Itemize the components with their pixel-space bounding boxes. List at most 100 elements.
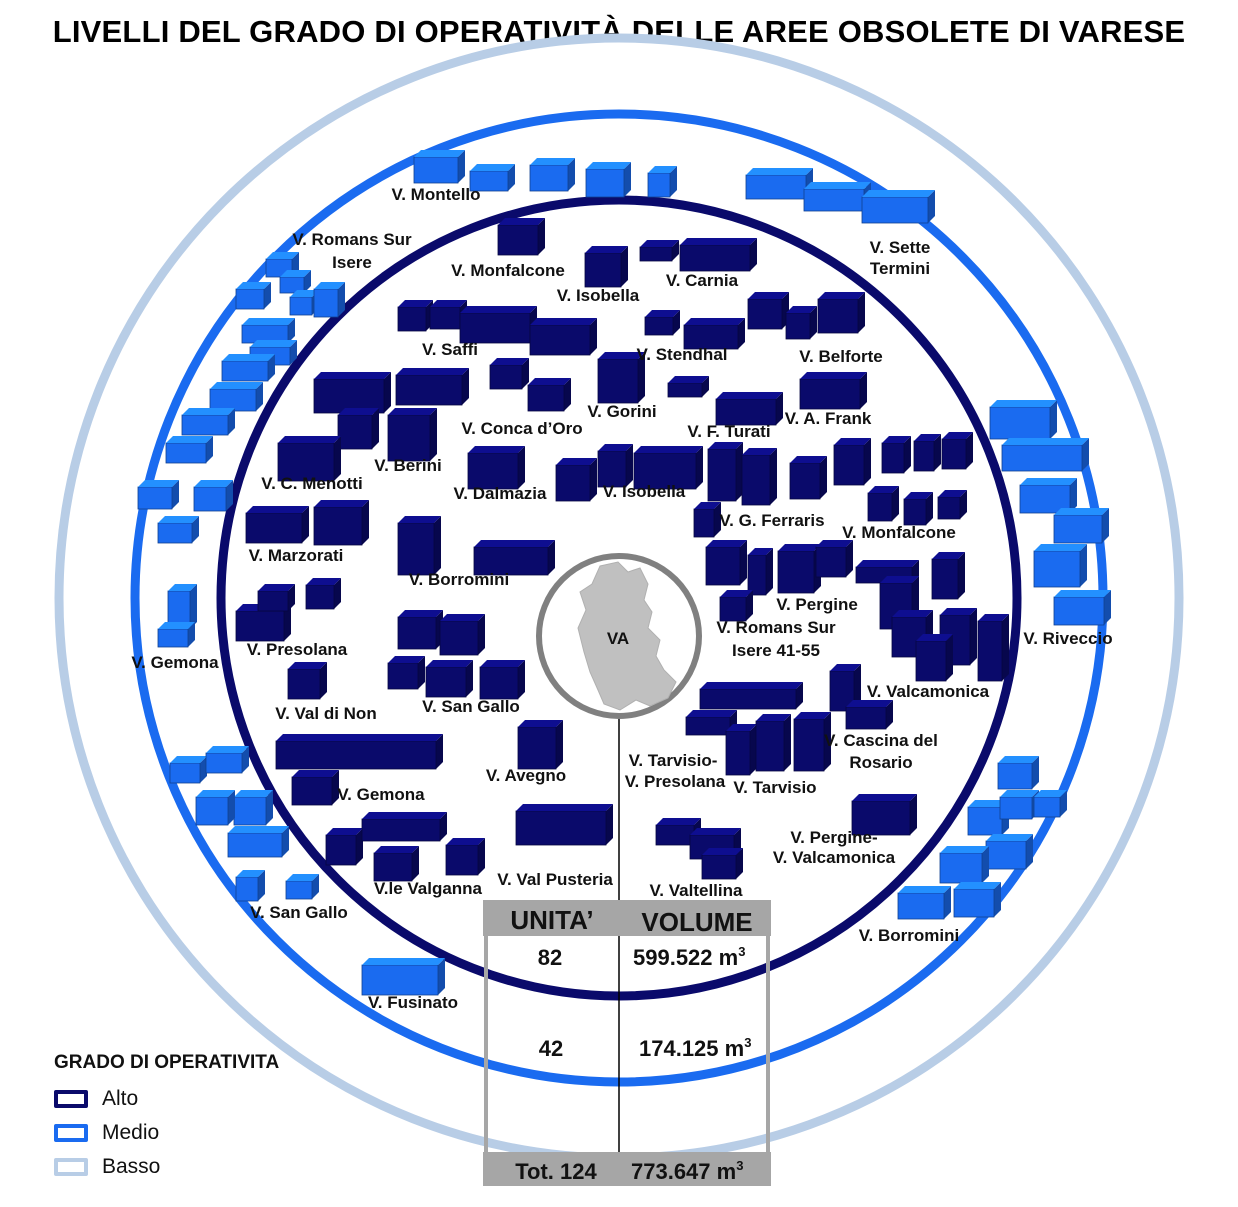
building-block (745, 168, 813, 200)
label-v-avegno: V. Avegno (486, 766, 566, 785)
building-block (683, 318, 745, 350)
legend-label-medio: Medio (102, 1121, 160, 1144)
building-block (793, 712, 831, 772)
building-block (467, 446, 525, 490)
varese-map-shape (577, 561, 677, 711)
center-label: VA (607, 629, 629, 648)
building-block (707, 442, 743, 502)
building-block (941, 432, 973, 470)
building-block (157, 622, 195, 648)
building-block (387, 656, 425, 690)
label-v-montello: V. Montello (391, 185, 480, 204)
building-block (285, 874, 319, 900)
building-block (529, 158, 575, 192)
labels-alto: V. Monfalcone V. Isobella V. Carnia V. S… (247, 261, 990, 900)
building-block (167, 584, 197, 630)
label-isere-41-55: Isere 41-55 (732, 641, 820, 660)
label-v-borromini-inner: V. Borromini (409, 570, 509, 589)
building-block (985, 834, 1033, 870)
building-block (287, 662, 327, 700)
legend-swatch-medio (54, 1124, 88, 1142)
building-block (241, 318, 295, 344)
building-block (931, 552, 965, 600)
label-termini: Termini (870, 259, 930, 278)
building-block (137, 480, 179, 510)
building-block (705, 540, 747, 586)
building-block (725, 724, 757, 776)
building-block (915, 634, 953, 682)
label-v-pergine-dash: V. Pergine- (790, 828, 877, 847)
label-v-tarvisio: V. Tarvisio (733, 778, 816, 797)
label-v-c-menotti: V. C. Menotti (261, 474, 362, 493)
label-v-isobella-north: V. Isobella (557, 286, 640, 305)
legend-item-alto: Alto (54, 1082, 279, 1116)
building-block (265, 252, 299, 278)
building-block (439, 614, 485, 656)
building-block (157, 516, 199, 544)
building-block (257, 584, 295, 612)
building-block (833, 438, 871, 486)
summary-table: UNITA’ VOLUME 82 599.522 m3 42 174.125 m… (483, 900, 771, 1186)
building-block (245, 506, 309, 544)
label-v-val-di-non: V. Val di Non (275, 704, 376, 723)
building-block (397, 516, 441, 576)
legend-label-alto: Alto (102, 1087, 139, 1110)
building-block (361, 812, 447, 842)
label-v-valcamonica: V. Valcamonica (867, 682, 990, 701)
building-block (279, 270, 311, 294)
building-block (221, 354, 275, 382)
label-rosario: Rosario (849, 753, 912, 772)
building-block (227, 826, 289, 858)
building-block (195, 790, 235, 826)
table-row1-unita: 82 (538, 945, 562, 970)
building-block (881, 436, 911, 474)
label-v-san-gallo-outer: V. San Gallo (250, 903, 348, 922)
label-v-marzorati: V. Marzorati (249, 546, 344, 565)
page-title: LIVELLI DEL GRADO DI OPERATIVITÀ DELLE A… (52, 14, 1186, 49)
buildings-medio (137, 150, 1111, 996)
building-block (235, 282, 271, 310)
label-v-sette: V. Sette (870, 238, 931, 257)
label-v-monfalcone-east: V. Monfalcone (842, 523, 956, 542)
building-block (747, 292, 789, 330)
building-block (585, 162, 631, 198)
label-v-fusinato: V. Fusinato (368, 993, 458, 1012)
building-block (387, 408, 437, 462)
building-block (953, 882, 1001, 918)
building-block (517, 720, 563, 770)
label-v-romans-sur: V. Romans Sur (716, 618, 836, 637)
building-block (897, 886, 951, 920)
label-v-conca-doro: V. Conca d’Oro (461, 419, 582, 438)
building-block (425, 660, 473, 698)
building-block (1001, 438, 1089, 472)
legend-title: GRADO DI OPERATIVITA (54, 1052, 280, 1073)
building-block (1033, 790, 1067, 818)
label-v-carnia: V. Carnia (666, 271, 739, 290)
building-block (817, 292, 865, 334)
legend-item-medio: Medio (54, 1116, 279, 1150)
label-v-isobella-center: V. Isobella (603, 482, 686, 501)
table-total-volume: 773.647 m3 (631, 1158, 743, 1184)
label-v-gemona-inner: V. Gemona (337, 785, 425, 804)
building-block (459, 306, 537, 344)
building-block (699, 682, 803, 710)
buildings-alto (235, 218, 1009, 882)
building-block (555, 458, 597, 502)
building-block (747, 548, 773, 596)
building-block (233, 790, 273, 826)
label-v-val-pusteria: V. Val Pusteria (497, 870, 613, 889)
label-vle-valganna: V.le Valganna (374, 879, 483, 898)
legend-item-basso: Basso (54, 1150, 279, 1184)
legend-swatch-alto (54, 1090, 88, 1108)
label-v-borromini-outer: V. Borromini (859, 926, 959, 945)
building-block (193, 480, 233, 512)
building-block (313, 282, 345, 318)
building-block (275, 734, 443, 770)
building-block (515, 804, 613, 846)
building-block (489, 358, 529, 390)
building-block (999, 790, 1039, 820)
building-block (741, 448, 777, 506)
building-block (799, 372, 867, 410)
building-block (777, 544, 821, 594)
label-v-gorini: V. Gorini (587, 402, 656, 421)
